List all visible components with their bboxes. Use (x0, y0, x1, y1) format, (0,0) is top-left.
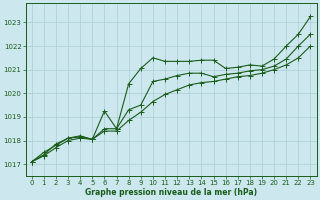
X-axis label: Graphe pression niveau de la mer (hPa): Graphe pression niveau de la mer (hPa) (85, 188, 257, 197)
